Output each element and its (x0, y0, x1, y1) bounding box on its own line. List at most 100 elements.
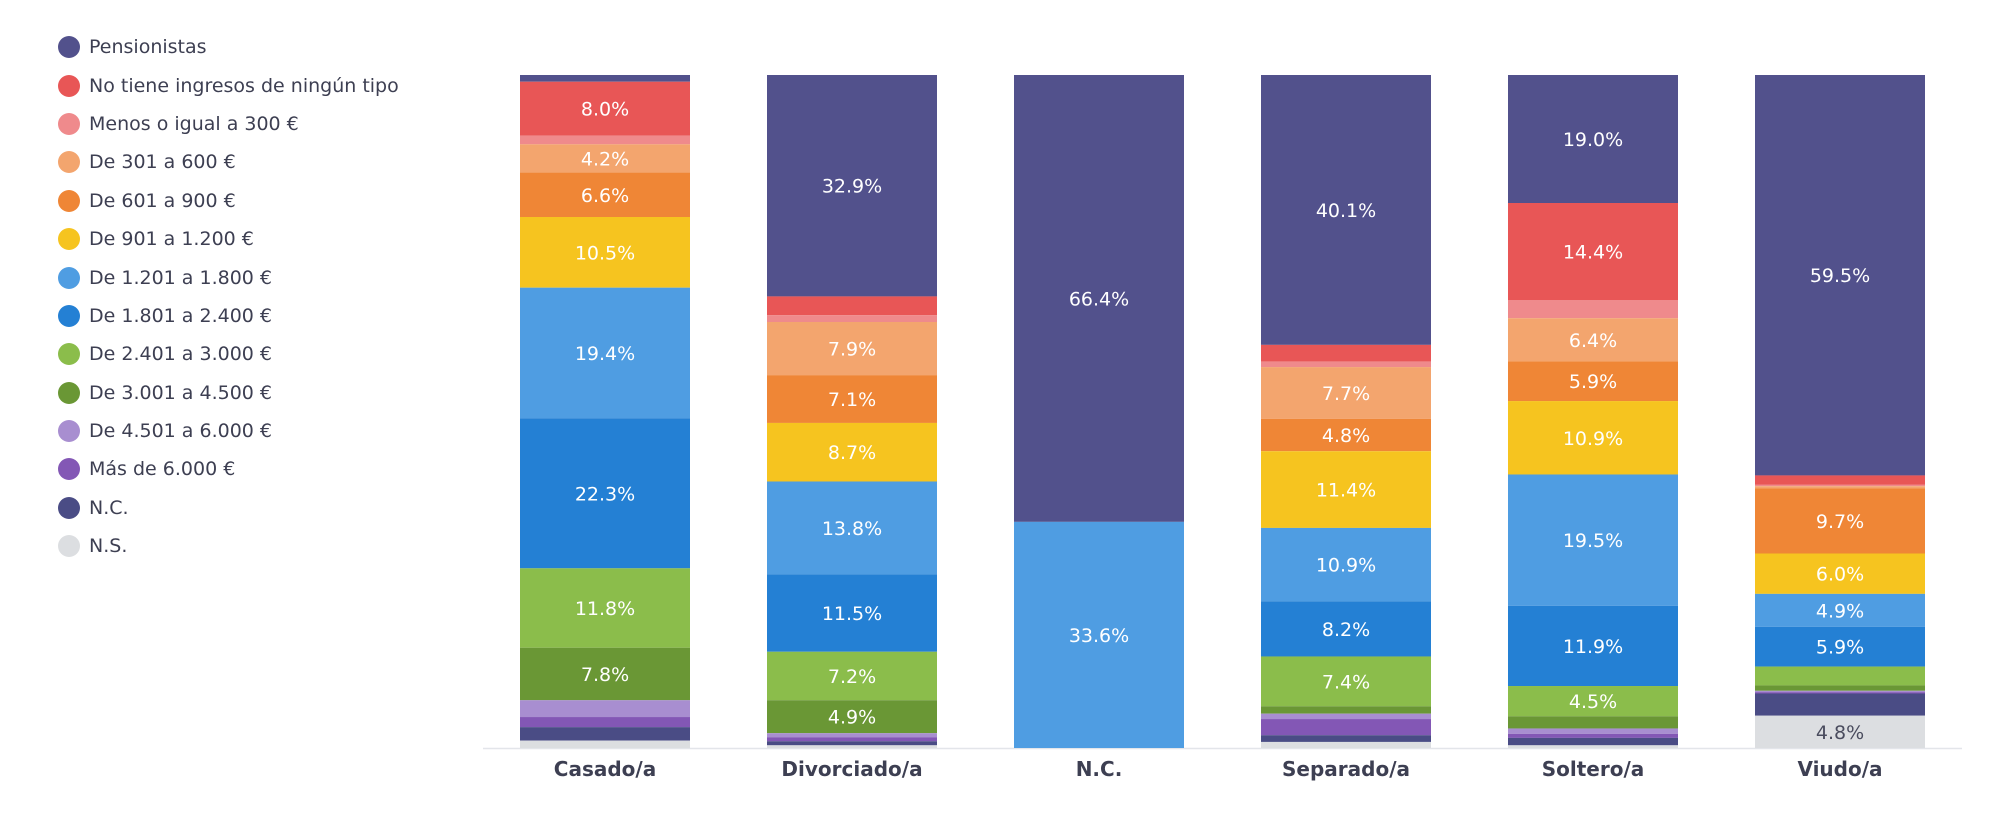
bar-segment[interactable] (520, 144, 690, 173)
legend-item[interactable]: Pensionistas (58, 28, 399, 66)
bar-segment[interactable] (1508, 605, 1678, 687)
bar-segment[interactable] (520, 717, 690, 728)
legend-item[interactable]: De 1.201 a 1.800 € (58, 258, 399, 296)
bar-segment[interactable] (1508, 737, 1678, 746)
bar-segment[interactable] (520, 700, 690, 718)
bar-segment[interactable] (1508, 745, 1678, 748)
x-tick-label: Casado/a (554, 757, 656, 781)
data-label: 13.8% (822, 518, 882, 540)
bar-segment[interactable] (1508, 716, 1678, 729)
bar-segment[interactable] (1261, 367, 1431, 419)
bar-segment[interactable] (520, 740, 690, 748)
bar-segment[interactable] (767, 745, 937, 748)
legend-item[interactable]: N.C. (58, 489, 399, 527)
bar-segment[interactable] (767, 481, 937, 575)
bar-segment[interactable] (1261, 735, 1431, 742)
legend-item[interactable]: De 1.801 a 2.400 € (58, 297, 399, 335)
legend-item[interactable]: Más de 6.000 € (58, 450, 399, 488)
bar-segment[interactable] (767, 315, 937, 322)
bar-segment[interactable] (767, 733, 937, 738)
bar-segment[interactable] (1755, 486, 1925, 489)
bar-segment[interactable] (767, 375, 937, 423)
bar-segment[interactable] (767, 321, 937, 376)
bar-segment[interactable] (1508, 474, 1678, 606)
bar-segment[interactable] (1508, 361, 1678, 402)
bar-segment[interactable] (520, 568, 690, 648)
bar-segment[interactable] (1755, 690, 1925, 693)
bar-segment[interactable] (1755, 484, 1925, 487)
legend-item[interactable]: De 4.501 a 6.000 € (58, 412, 399, 450)
bar-segment[interactable] (767, 737, 937, 742)
bar-segment[interactable] (1261, 719, 1431, 736)
legend-item[interactable]: De 901 a 1.200 € (58, 220, 399, 258)
legend-label: Más de 6.000 € (89, 458, 236, 481)
bar-segment[interactable] (767, 75, 937, 297)
data-label: 7.1% (828, 389, 876, 411)
data-label: 5.9% (1569, 371, 1617, 393)
bar-segment[interactable] (767, 741, 937, 746)
bar-segment[interactable] (1508, 401, 1678, 475)
legend-item[interactable]: De 601 a 900 € (58, 182, 399, 220)
bar-segment[interactable] (767, 574, 937, 652)
legend-item[interactable]: Menos o igual a 300 € (58, 105, 399, 143)
bar-segment[interactable] (1755, 692, 1925, 694)
bar-segment[interactable] (520, 217, 690, 288)
legend-label: No tiene ingresos de ningún tipo (89, 74, 399, 97)
legend-item[interactable]: De 2.401 a 3.000 € (58, 335, 399, 373)
bar-segment[interactable] (520, 135, 690, 145)
bar-segment[interactable] (1261, 451, 1431, 528)
legend-item[interactable]: De 301 a 600 € (58, 143, 399, 181)
bar-segment[interactable] (1755, 593, 1925, 627)
bar-segment[interactable] (1261, 344, 1431, 362)
bar-segment[interactable] (520, 287, 690, 419)
bar-segment[interactable] (520, 75, 690, 82)
bar-segment[interactable] (1755, 685, 1925, 691)
bar-segment[interactable] (1261, 527, 1431, 602)
bar-segment[interactable] (520, 81, 690, 136)
bar-segment[interactable] (1261, 656, 1431, 707)
bar-segment[interactable] (1508, 728, 1678, 734)
bar-segment[interactable] (767, 700, 937, 734)
bar-segment[interactable] (1508, 202, 1678, 301)
data-label: 6.6% (581, 185, 629, 207)
bar-segment[interactable] (1755, 626, 1925, 667)
x-tick-label: N.C. (1076, 757, 1123, 781)
bar-segment[interactable] (767, 422, 937, 482)
bar-segment[interactable] (1261, 75, 1431, 345)
bar-segment[interactable] (767, 651, 937, 701)
bar-segment[interactable] (1755, 475, 1925, 485)
bar-segment[interactable] (520, 727, 690, 741)
bar-segment[interactable] (1755, 75, 1925, 476)
bar-segment[interactable] (1261, 741, 1431, 748)
legend-label: De 4.501 a 6.000 € (89, 420, 272, 443)
data-label: 5.9% (1816, 637, 1864, 659)
legend-item[interactable]: N.S. (58, 527, 399, 565)
bar-segment[interactable] (1508, 686, 1678, 717)
x-tick-label: Soltero/a (1542, 757, 1645, 781)
data-label: 7.9% (828, 339, 876, 361)
bar-segment[interactable] (1508, 733, 1678, 738)
bar-segment[interactable] (1755, 553, 1925, 594)
bar-segment[interactable] (1508, 318, 1678, 362)
bar-segment[interactable] (1261, 361, 1431, 368)
legend-label: N.S. (89, 535, 128, 558)
bar-segment[interactable] (1261, 418, 1431, 452)
bar-segment[interactable] (1508, 75, 1678, 203)
bar-segment[interactable] (1755, 666, 1925, 686)
legend-swatch (58, 112, 80, 135)
bar-segment[interactable] (1261, 601, 1431, 657)
bar-segment[interactable] (520, 172, 690, 218)
bar-segment[interactable] (1014, 75, 1184, 522)
bar-segment[interactable] (767, 296, 937, 316)
bar-segment[interactable] (1755, 488, 1925, 554)
bar-segment[interactable] (1261, 706, 1431, 714)
legend-item[interactable]: De 3.001 a 4.500 € (58, 374, 399, 412)
bar-segment[interactable] (520, 418, 690, 569)
bar-segment[interactable] (1755, 693, 1925, 716)
bar-segment[interactable] (1508, 300, 1678, 319)
bar-segment[interactable] (1261, 713, 1431, 720)
bar-segment[interactable] (1755, 715, 1925, 748)
bar-segment[interactable] (1014, 521, 1184, 748)
bar-segment[interactable] (520, 647, 690, 701)
legend-item[interactable]: No tiene ingresos de ningún tipo (58, 66, 399, 104)
